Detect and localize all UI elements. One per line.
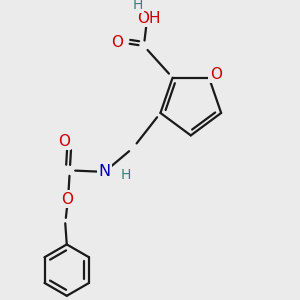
Text: O: O (61, 192, 73, 207)
Text: O: O (210, 67, 222, 82)
Text: H: H (121, 168, 131, 182)
Text: O: O (112, 35, 124, 50)
Text: OH: OH (137, 11, 160, 26)
Text: O: O (58, 134, 70, 149)
Text: N: N (98, 164, 111, 179)
Text: H: H (133, 0, 143, 12)
